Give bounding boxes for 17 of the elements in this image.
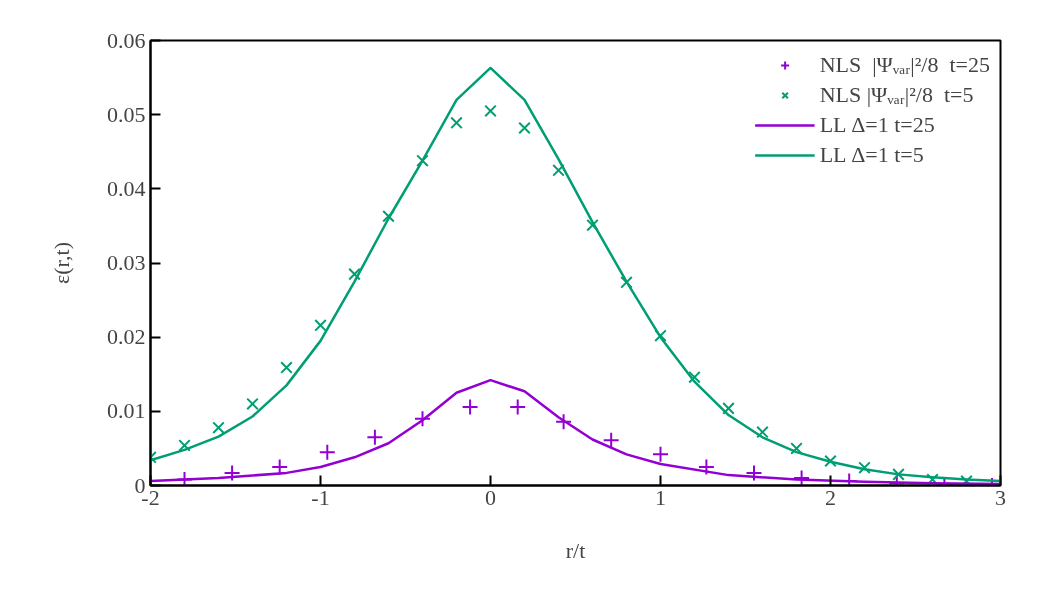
- y-tick-label: 0.03: [107, 250, 146, 275]
- legend-label: NLS |Ψᵥₐᵣ|²/8 t=25: [819, 51, 990, 79]
- x-tick-label: 3: [995, 484, 1006, 510]
- x-tick-label: 0: [485, 484, 496, 510]
- legend-label: NLS |Ψᵥₐᵣ|²/8 t=5: [819, 81, 974, 109]
- legend-label: LL Δ=1 t=5: [819, 141, 924, 169]
- x-axis-title: r/t: [565, 537, 586, 563]
- y-tick-label: 0.02: [107, 324, 146, 350]
- legend-label: LL Δ=1 t=25: [819, 111, 935, 139]
- y-axis-title: ε(r,t): [49, 242, 74, 284]
- y-tick-label: 0.01: [107, 398, 146, 424]
- x-tick-label: 1: [655, 484, 666, 510]
- y-tick-label: 0.05: [107, 101, 146, 127]
- x-tick-label: -1: [311, 484, 330, 510]
- x-tick-label: 2: [825, 484, 836, 510]
- y-tick-label: 0.04: [107, 175, 146, 201]
- y-tick-label: 0.06: [107, 27, 146, 53]
